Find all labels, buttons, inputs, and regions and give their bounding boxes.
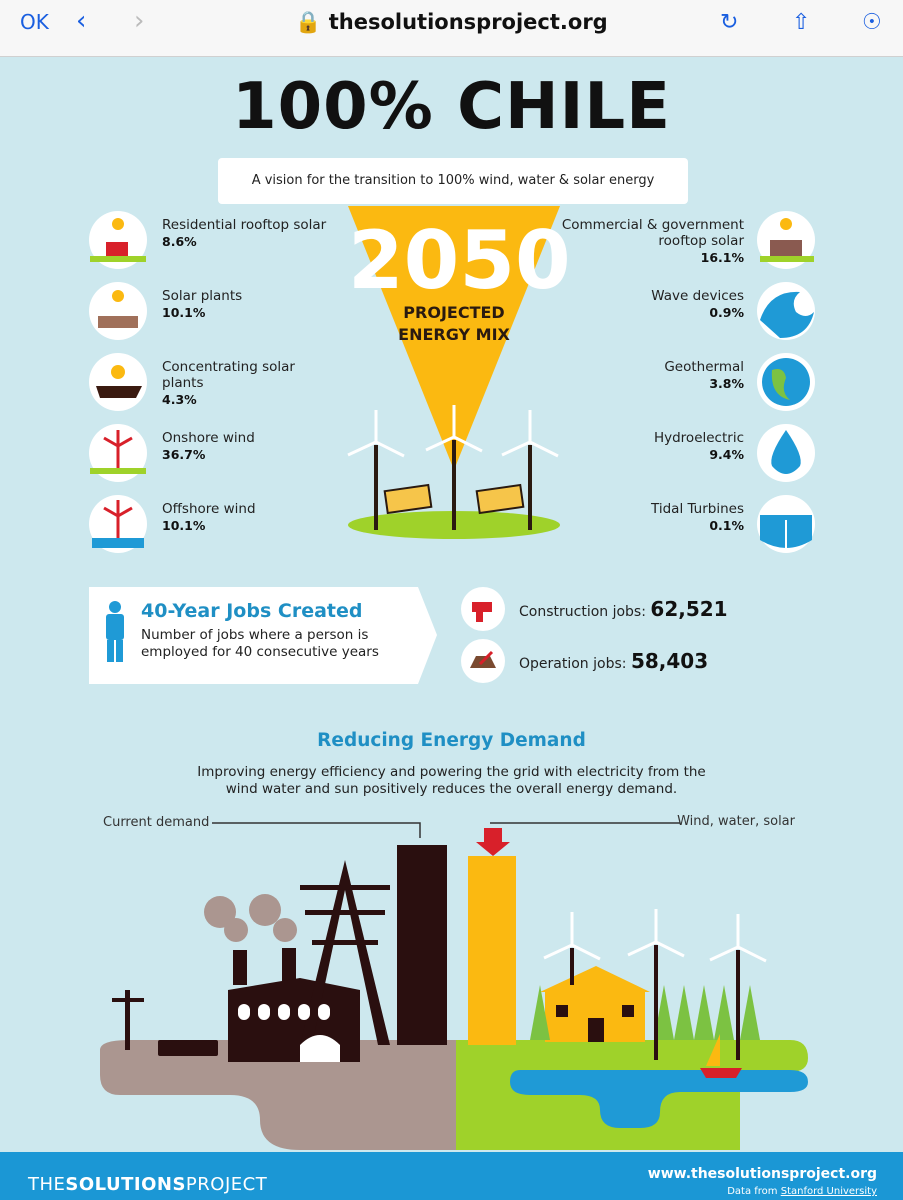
brand-part: THE: [28, 1174, 66, 1195]
wws-demand-bar: [468, 856, 516, 1045]
credit: Data from Stanford University: [727, 1186, 877, 1197]
source-share: 0.9%: [709, 305, 744, 320]
source-name: Hydroelectric: [653, 430, 744, 446]
factory-windows: [238, 1004, 340, 1062]
address-bar[interactable]: 🔒 thesolutionsproject.org: [0, 10, 903, 35]
water: [510, 1070, 808, 1128]
blades: [347, 405, 559, 458]
source: Residential rooftop solar 8.6%: [162, 217, 342, 250]
source-share: 0.1%: [709, 518, 744, 533]
sail: [706, 1034, 720, 1066]
source-name: Offshore wind: [162, 501, 256, 517]
house-windows: [556, 1005, 634, 1042]
source-share: 10.1%: [162, 518, 206, 533]
source-name: Tidal Turbines: [651, 501, 744, 517]
jobs-value: 62,521: [650, 597, 728, 621]
safari-button[interactable]: ☉: [862, 10, 882, 35]
source-name: Geothermal: [664, 359, 744, 375]
source-name: Wave devices: [651, 288, 744, 304]
subtitle: A vision for the transition to 100% wind…: [218, 158, 688, 204]
trees: [530, 985, 760, 1040]
back-button[interactable]: ‹: [76, 6, 87, 36]
demand-text: Improving energy efficiency and powering…: [197, 764, 706, 797]
source-name: Residential rooftop solar: [162, 217, 327, 233]
year: 2050: [348, 214, 571, 307]
source-share: 16.1%: [700, 250, 744, 265]
source-name: Commercial & government rooftop solar: [561, 217, 744, 249]
brand-part: SOLUTIONS: [65, 1174, 186, 1195]
footer-url[interactable]: www.thesolutionsproject.org: [647, 1166, 877, 1182]
turbine-blades: [543, 909, 767, 963]
source-share: 4.3%: [162, 392, 197, 407]
jobs-box: [89, 587, 437, 684]
label-lines: [212, 822, 680, 838]
lock-icon: 🔒: [295, 10, 322, 34]
source: Tidal Turbines 0.1%: [560, 501, 744, 534]
source: Solar plants 10.1%: [162, 288, 342, 321]
credit-text: Data from: [727, 1186, 778, 1197]
demand-title: Reducing Energy Demand: [317, 730, 586, 751]
source-share: 36.7%: [162, 447, 206, 462]
jobs-description: Number of jobs where a person is employe…: [141, 627, 379, 660]
current-demand-bar: [397, 845, 447, 1045]
source-name: Concentrating solar plants: [162, 359, 295, 391]
jobs-title: 40-Year Jobs Created: [141, 600, 363, 622]
wws-label: Wind, water, solar: [677, 814, 795, 829]
brand: THESOLUTIONSPROJECT: [28, 1174, 267, 1195]
source-share: 3.8%: [709, 376, 744, 391]
reduction-arrow: [476, 828, 510, 856]
brand-part: PROJECT: [185, 1174, 268, 1195]
url-text: thesolutionsproject.org: [328, 10, 608, 34]
factory: [112, 860, 390, 1062]
jobs-label: Operation jobs:: [519, 656, 627, 672]
jobs-value: 58,403: [630, 649, 709, 673]
smoke: [204, 894, 297, 942]
source: Concentrating solar plants 4.3%: [162, 359, 312, 408]
turbine-towers: [570, 945, 740, 1060]
current-demand-label: Current demand: [103, 815, 210, 830]
source: Onshore wind 36.7%: [162, 430, 342, 463]
source: Commercial & government rooftop solar 16.…: [560, 217, 744, 266]
share-button[interactable]: ⇧: [792, 10, 811, 35]
browser-toolbar: OK ‹ › 🔒 thesolutionsproject.org ↻ ⇧ ☉: [0, 0, 903, 57]
icon-details: [90, 218, 814, 550]
mix-label: ENERGY MIX: [398, 325, 510, 344]
source: Wave devices 0.9%: [560, 288, 744, 321]
footer: [0, 1152, 903, 1200]
title: 100% CHILE: [232, 70, 671, 144]
gray-land: [100, 1040, 460, 1150]
jobs-label: Construction jobs:: [519, 604, 646, 620]
source: Geothermal 3.8%: [560, 359, 744, 392]
source-share: 10.1%: [162, 305, 206, 320]
done-button[interactable]: OK: [20, 10, 49, 34]
boat: [700, 1068, 742, 1078]
reload-button[interactable]: ↻: [720, 10, 739, 35]
mix-label: PROJECTED: [403, 303, 505, 322]
panels: [383, 483, 525, 515]
construction-jobs: Construction jobs: 62,521: [519, 597, 728, 621]
turbines: [374, 440, 532, 530]
credit-source[interactable]: Stanford University: [780, 1186, 877, 1197]
source-share: 8.6%: [162, 234, 197, 249]
source-share: 9.4%: [709, 447, 744, 462]
source: Offshore wind 10.1%: [162, 501, 342, 534]
source: Hydroelectric 9.4%: [560, 430, 744, 463]
forward-button[interactable]: ›: [134, 6, 145, 36]
funnel: [348, 206, 560, 470]
worker-icon: [106, 601, 124, 662]
source-name: Onshore wind: [162, 430, 255, 446]
operation-jobs: Operation jobs: 58,403: [519, 649, 708, 673]
source-name: Solar plants: [162, 288, 243, 304]
